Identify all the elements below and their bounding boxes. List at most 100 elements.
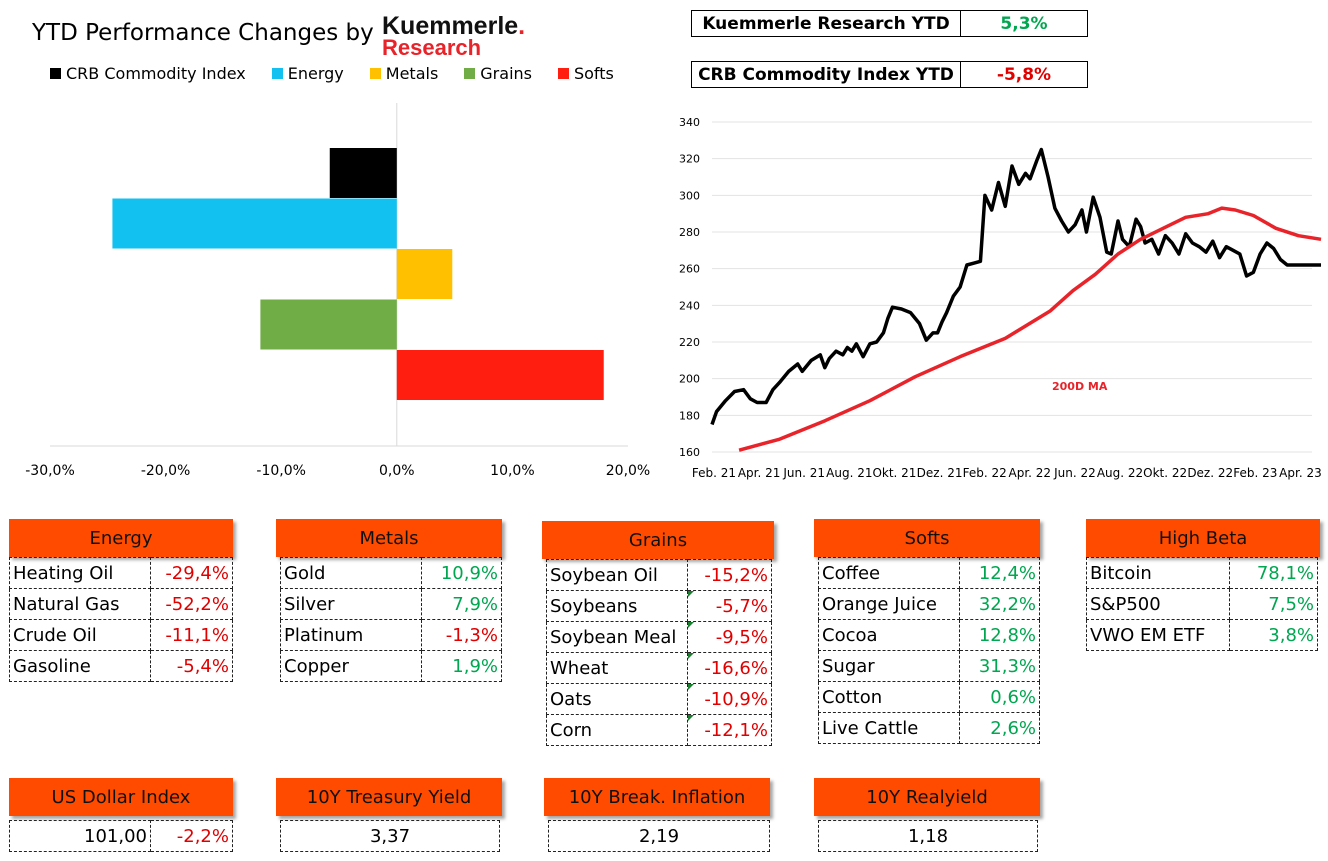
line-x-tick-label: Jun. 21 (782, 466, 825, 480)
panel-metals-header: Metals (276, 519, 502, 557)
ma-annotation-label: 200D MA (1052, 380, 1108, 393)
line-x-tick-label: Aug. 21 (826, 466, 872, 480)
bar-x-tick-label: 10,0% (490, 463, 534, 479)
row-label: Cotton (818, 681, 960, 713)
panel-softs-table: Coffee 12,4% Orange Juice 32,2% Cocoa 12,8%… (818, 557, 1040, 744)
line-y-tick-label: 160 (679, 446, 700, 459)
chart-legend: CRB Commodity Index Energy Metals Grains… (50, 64, 640, 83)
row-value: 32,2% (959, 588, 1040, 620)
table-row: 101,00 -2,2% (9, 820, 233, 852)
line-y-tick-label: 200 (679, 373, 700, 386)
table-row: VWO EM ETF 3,8% (1086, 619, 1318, 651)
legend-item-energy: Energy (271, 64, 344, 83)
bar-grains (260, 299, 397, 350)
row-value: -52,2% (150, 588, 233, 620)
row-value: -1,3% (421, 619, 502, 651)
table-row: Crude Oil -11,1% (9, 619, 233, 651)
row-label: Orange Juice (818, 588, 960, 620)
bar-energy (112, 198, 397, 249)
row-label: Cocoa (818, 619, 960, 651)
line-y-tick-label: 260 (679, 263, 700, 276)
table-row: 3,37 (280, 820, 500, 852)
row-label: Heating Oil (9, 557, 151, 589)
row-value: 12,8% (959, 619, 1040, 651)
row-label: Sugar (818, 650, 960, 682)
bar-x-tick-label: -20,0% (141, 463, 191, 479)
table-row: Copper 1,9% (280, 650, 502, 682)
legend-label-crb: CRB Commodity Index (66, 64, 246, 83)
legend-swatch-energy (271, 68, 283, 79)
ytd-value-crb: -5,8% (996, 64, 1052, 85)
row-value: 12,4% (959, 557, 1040, 589)
page-title: YTD Performance Changes by (32, 20, 374, 46)
table-row: Soybeans -5,7% (546, 590, 772, 622)
line-x-tick-label: Apr. 23 (1279, 466, 1322, 480)
panel-grains-header: Grains (542, 521, 774, 559)
legend-swatch-crb (50, 68, 61, 79)
panel-breakeven-header: 10Y Break. Inflation (544, 778, 770, 816)
row-label: Wheat (546, 652, 688, 684)
table-row: Corn -12,1% (546, 714, 772, 746)
row-value: 1,9% (421, 650, 502, 682)
panel-treasury-table: 3,37 (280, 820, 500, 852)
panel-highbeta: High Beta Bitcoin 78,1% S&P500 7,5% VWO EM… (1086, 519, 1320, 651)
legend-swatch-grains (464, 68, 476, 79)
panel-energy-table: Heating Oil -29,4% Natural Gas -52,2% Crud… (9, 557, 233, 682)
row-label: Oats (546, 683, 688, 715)
row-value: -11,1% (150, 619, 233, 651)
table-row: Bitcoin 78,1% (1086, 557, 1318, 589)
row-label: Live Cattle (818, 712, 960, 744)
bar-softs (396, 350, 604, 400)
line-x-tick-label: Feb. 22 (963, 466, 1007, 480)
table-row: 2,19 (548, 820, 770, 852)
table-row: Gold 10,9% (280, 557, 502, 589)
row-label: Silver (280, 588, 422, 620)
legend-swatch-metals (369, 68, 381, 79)
table-row: Coffee 12,4% (818, 557, 1040, 589)
table-row: Soybean Oil -15,2% (546, 559, 772, 591)
line-x-tick-label: Dez. 21 (917, 466, 963, 480)
panel-softs: Softs Coffee 12,4% Orange Juice 32,2% Coco… (814, 519, 1040, 744)
usd-change: -2,2% (150, 820, 233, 852)
legend-label-softs: Softs (573, 64, 614, 83)
line-x-tick-label: Dez. 22 (1187, 466, 1233, 480)
row-label: Gold (280, 557, 422, 589)
line-y-tick-label: 320 (679, 153, 700, 166)
ytd-box-kuemmerle: Kuemmerle Research YTD 5,3% (691, 10, 1088, 37)
row-value: 7,5% (1229, 588, 1318, 620)
bar-x-tick-label: 0,0% (379, 463, 415, 479)
panel-treasury-header: 10Y Treasury Yield (276, 778, 502, 816)
panel-metals-table: Gold 10,9% Silver 7,9% Platinum -1,3% Coppe… (280, 557, 502, 682)
line-y-tick-label: 340 (679, 116, 700, 129)
row-value: 31,3% (959, 650, 1040, 682)
panel-usd-table: 101,00 -2,2% (9, 820, 233, 852)
panel-usd-index: US Dollar Index 101,00 -2,2% (9, 778, 233, 852)
legend-swatch-softs (557, 68, 569, 79)
panel-treasury-yield: 10Y Treasury Yield 3,37 (276, 778, 502, 852)
panel-metals: Metals Gold 10,9% Silver 7,9% Platinum -1,3… (276, 519, 502, 682)
bar-crb-commodity-index (329, 148, 397, 198)
legend-label-grains: Grains (480, 64, 532, 83)
table-row: Heating Oil -29,4% (9, 557, 233, 589)
line-x-tick-label: Jun. 22 (1053, 466, 1096, 480)
panel-energy-header: Energy (9, 519, 233, 557)
row-label: Soybean Oil (546, 559, 688, 591)
ytd-box-crb: CRB Commodity Index YTD -5,8% (691, 61, 1088, 88)
row-label: Platinum (280, 619, 422, 651)
logo-text-line2: Research (382, 35, 482, 60)
table-row: Live Cattle 2,6% (818, 712, 1040, 744)
line-x-tick-label: Okt. 22 (1143, 466, 1187, 480)
row-value: 0,6% (959, 681, 1040, 713)
logo-text-line1: Kuemmerle (382, 12, 519, 40)
row-label: Copper (280, 650, 422, 682)
row-value: 7,9% (421, 588, 502, 620)
legend-item-crb: CRB Commodity Index (50, 64, 246, 83)
line-y-tick-label: 280 (679, 226, 700, 239)
row-label: Gasoline (9, 650, 151, 682)
bar-x-tick-label: -10,0% (256, 463, 306, 479)
line-x-tick-label: Okt. 21 (872, 466, 916, 480)
row-label: Coffee (818, 557, 960, 589)
row-value: -5,7% (687, 590, 772, 622)
row-value: -15,2% (687, 559, 772, 591)
panel-energy: Energy Heating Oil -29,4% Natural Gas -52,… (9, 519, 233, 682)
